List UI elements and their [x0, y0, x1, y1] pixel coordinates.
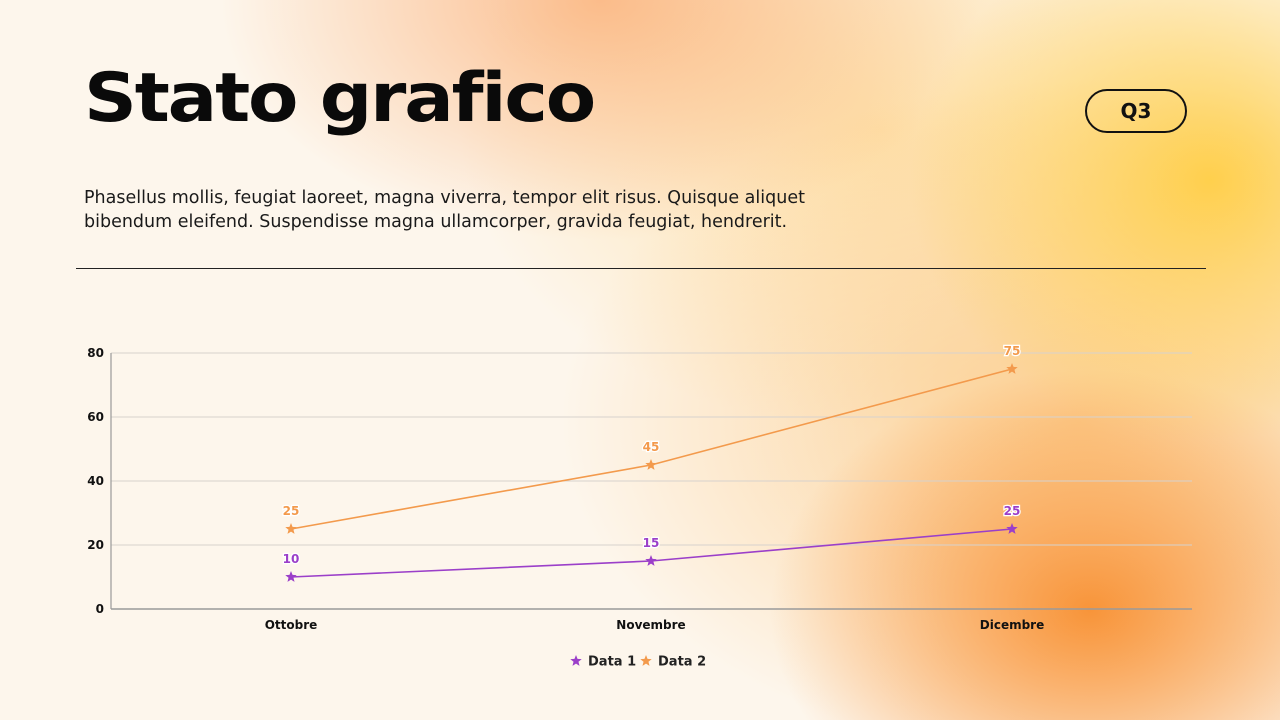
chart-series: 10 15 25 25 45 75: [281, 343, 1022, 582]
series-data-1: 10 15 25: [281, 503, 1022, 582]
x-axis-ticks: Ottobre Novembre Dicembre: [265, 618, 1045, 632]
x-tick-label: Dicembre: [980, 618, 1044, 632]
data-point-star: [645, 459, 657, 470]
y-tick-label: 60: [87, 410, 104, 424]
legend-label: Data 1: [588, 655, 636, 670]
legend-star-icon: [570, 655, 582, 666]
x-tick-label: Novembre: [616, 618, 685, 632]
chart-legend: Data 1 Data 2: [570, 655, 706, 670]
y-tick-label: 0: [96, 602, 104, 616]
data-point-star: [285, 523, 297, 534]
header-divider: [76, 268, 1206, 269]
data-label: 10: [283, 552, 300, 566]
data-label: 25: [1004, 504, 1021, 518]
data-point-star: [645, 555, 657, 566]
y-axis-ticks: 0 20 40 60 80: [87, 346, 104, 616]
chart-grid: [110, 352, 1192, 610]
data-label: 45: [643, 440, 660, 454]
legend-item: Data 1: [570, 655, 636, 670]
series-data-2: 25 45 75: [281, 343, 1022, 534]
y-tick-label: 40: [87, 474, 104, 488]
data-point-star: [285, 571, 297, 582]
legend-item: Data 2: [640, 655, 706, 670]
data-point-star: [1006, 363, 1018, 374]
x-tick-label: Ottobre: [265, 618, 318, 632]
quarter-badge: Q3: [1085, 89, 1187, 133]
y-tick-label: 80: [87, 346, 104, 360]
page-title: Stato grafico: [84, 59, 596, 138]
data-label: 15: [643, 536, 660, 550]
legend-star-icon: [640, 655, 652, 666]
data-label: 75: [1004, 344, 1021, 358]
page-description: Phasellus mollis, feugiat laoreet, magna…: [84, 188, 805, 232]
data-label: 25: [283, 504, 300, 518]
data-point-star: [1006, 523, 1018, 534]
y-tick-label: 20: [87, 538, 104, 552]
legend-label: Data 2: [658, 655, 706, 670]
